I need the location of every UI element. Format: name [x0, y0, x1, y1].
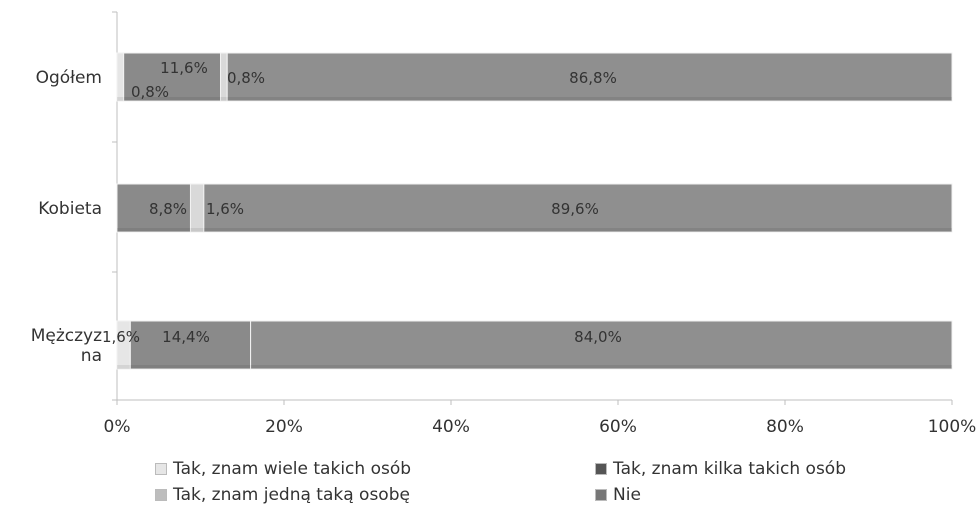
bar-segment-shadow: [190, 228, 204, 232]
bar-segment-shadow: [220, 97, 228, 101]
bar-segment-shadow: [117, 228, 191, 232]
data-label: 1,6%: [206, 200, 244, 218]
bar-segment-shadow: [117, 365, 131, 369]
category-label: Kobieta: [38, 199, 102, 219]
data-label: 0,8%: [227, 69, 265, 87]
data-label: 0,8%: [131, 83, 169, 101]
x-tick-label: 40%: [432, 417, 470, 437]
bar-segment: [203, 183, 953, 233]
data-labels: 11,6% 0,8% 0,8% 86,8% 8,8% 1,6% 89,6% 1,6% 14,4%…: [102, 59, 622, 346]
bar-segment: [226, 52, 953, 102]
bar-segment-shadow: [227, 97, 953, 101]
x-tick-label: 20%: [265, 417, 303, 437]
category-label: Ogółem: [36, 68, 102, 88]
bar-segment-shadow: [130, 365, 251, 369]
bar-segment: [116, 52, 125, 102]
bar-segment-shadow: [123, 97, 221, 101]
bar-segment: [250, 320, 953, 370]
x-tick-label: 0%: [104, 417, 131, 437]
bar-segment-shadow: [203, 228, 953, 232]
x-tick-label: 100%: [928, 417, 977, 437]
data-label: 89,6%: [551, 200, 599, 218]
data-label: 1,6%: [102, 328, 140, 346]
bar-segment-shadow: [250, 365, 953, 369]
data-label: 14,4%: [162, 328, 210, 346]
x-tick-label: 80%: [766, 417, 804, 437]
category-label: Mężczyz: [31, 326, 102, 346]
bars: [116, 52, 953, 370]
bar-segment: [189, 183, 205, 233]
bar-segment-shadow: [117, 97, 124, 101]
data-label: 11,6%: [160, 59, 208, 77]
category-label: na: [81, 346, 102, 366]
x-tick-label: 60%: [599, 417, 637, 437]
data-label: 84,0%: [574, 328, 622, 346]
data-label: 8,8%: [149, 200, 187, 218]
data-label: 86,8%: [569, 69, 617, 87]
